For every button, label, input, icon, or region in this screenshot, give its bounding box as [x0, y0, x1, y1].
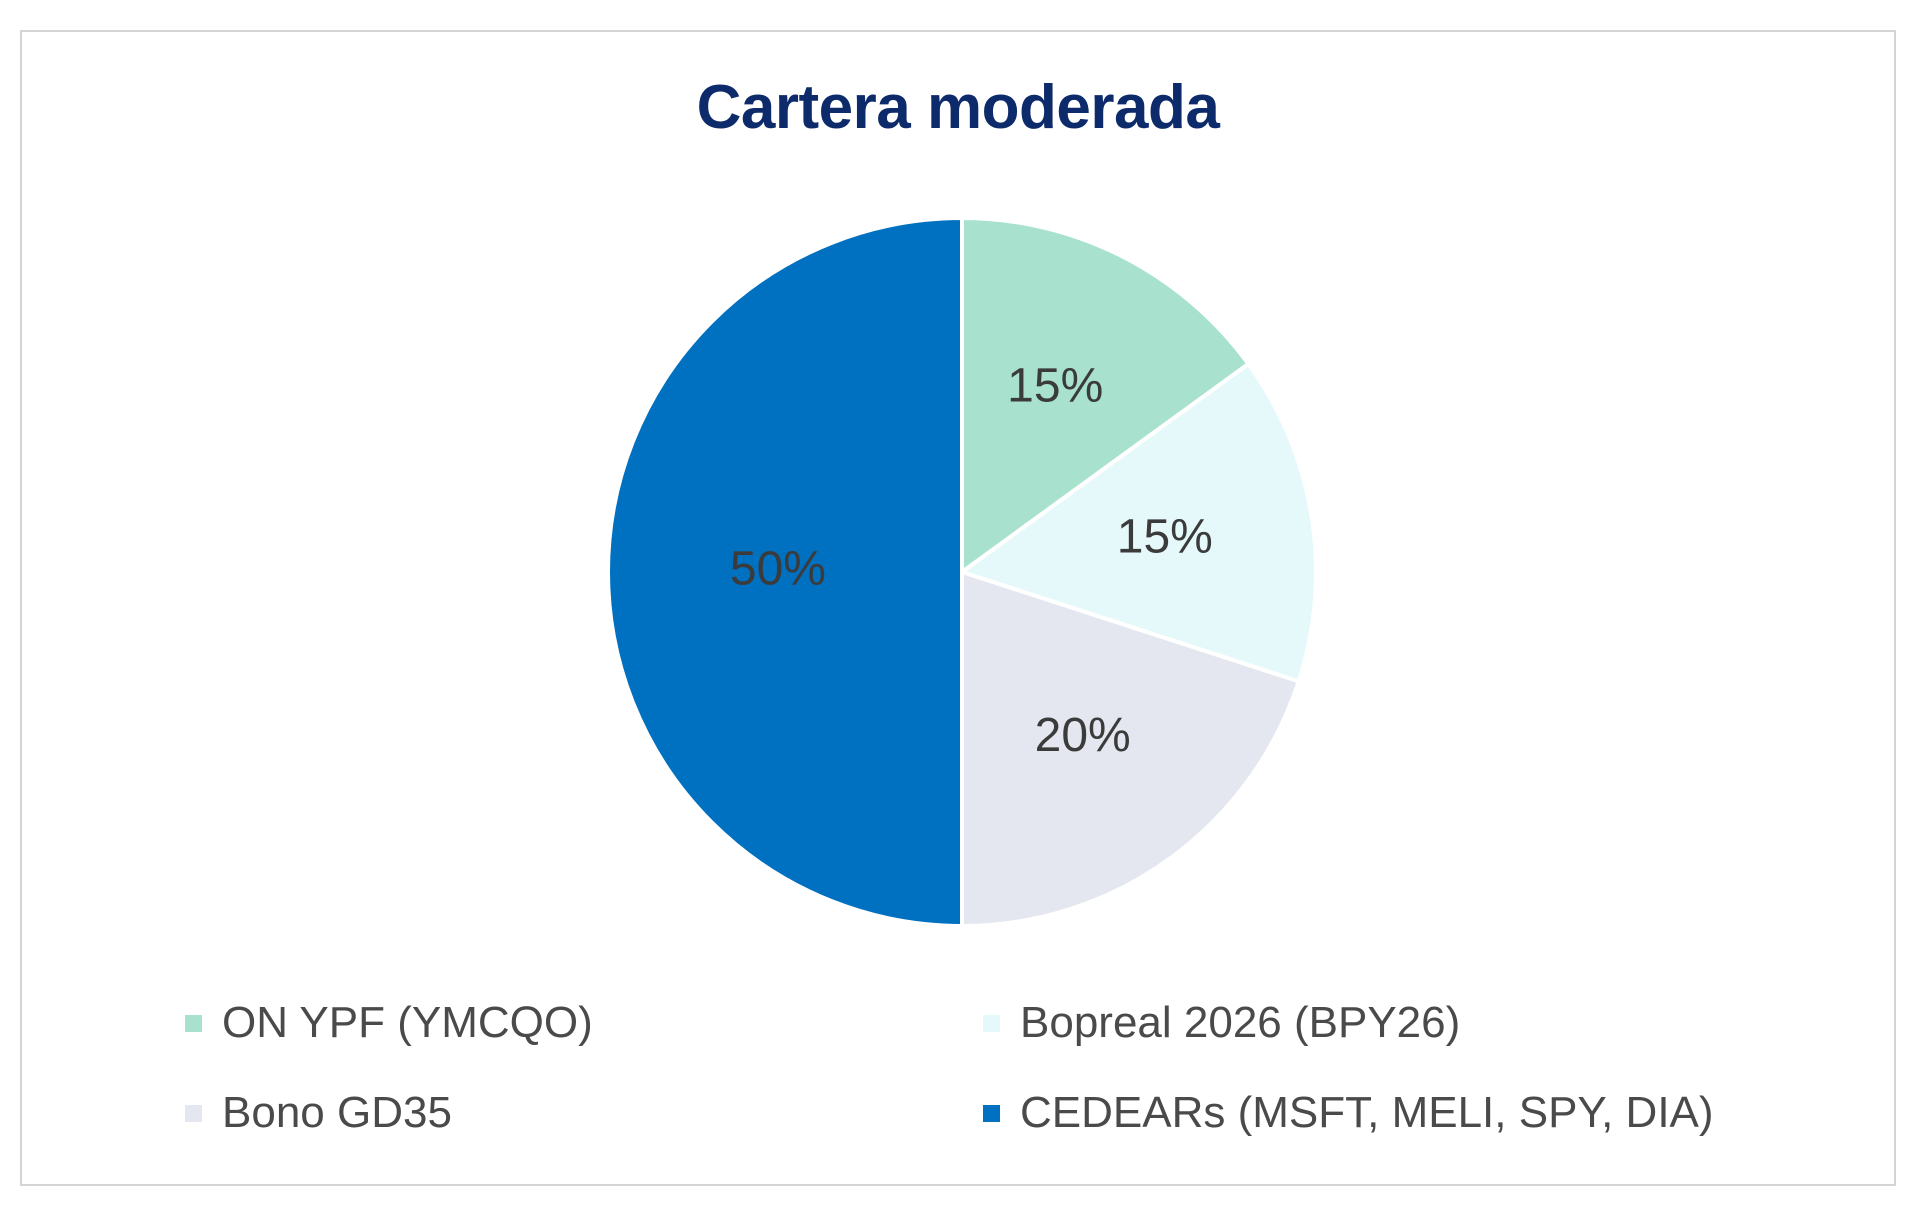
legend-label-cedears: CEDEARs (MSFT, MELI, SPY, DIA) [1020, 1088, 1714, 1137]
pie-slice-cedears [606, 215, 964, 929]
pie-slice-gd35 [960, 569, 1302, 929]
legend-item-cedears: CEDEARs (MSFT, MELI, SPY, DIA) [983, 1088, 1714, 1138]
legend-label-bopreal: Bopreal 2026 (BPY26) [1020, 998, 1461, 1047]
pie-slice-ypf [960, 215, 1252, 576]
legend-swatch-ypf [185, 1014, 202, 1032]
legend-label-gd35: Bono GD35 [222, 1088, 452, 1137]
slice-label-gd35: 20% [1035, 709, 1131, 762]
slice-label-ypf: 15% [1007, 360, 1103, 413]
legend-item-gd35: Bono GD35 [185, 1088, 452, 1138]
slice-label-cedears: 50% [730, 543, 826, 596]
legend-label-ypf: ON YPF (YMCQO) [222, 998, 593, 1047]
legend-item-bopreal: Bopreal 2026 (BPY26) [983, 998, 1460, 1048]
legend-swatch-cedears [983, 1104, 1000, 1122]
legend-item-ypf: ON YPF (YMCQO) [185, 998, 593, 1048]
legend-swatch-gd35 [185, 1104, 202, 1122]
slice-label-bopreal: 15% [1117, 511, 1213, 564]
pie-slice-bopreal [957, 361, 1318, 684]
legend-swatch-bopreal [983, 1014, 1000, 1032]
chart-title: Cartera moderada [696, 73, 1220, 142]
